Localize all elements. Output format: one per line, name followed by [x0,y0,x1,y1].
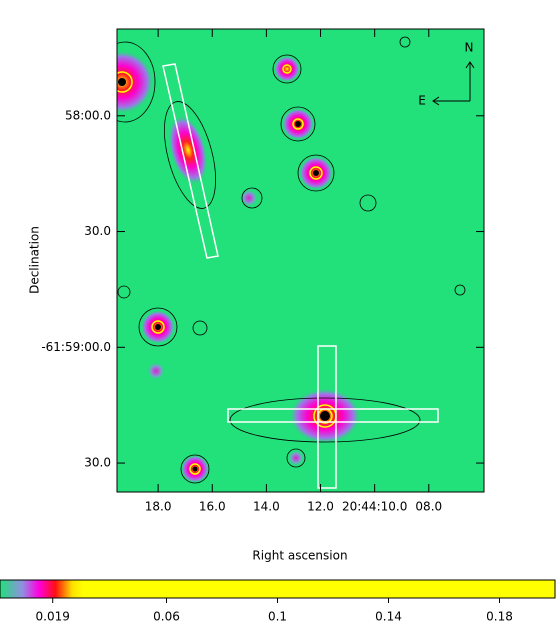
compass-east: E [418,94,426,108]
colorbar-tick-label: 0.06 [153,610,180,624]
colorbar-tick-label: 0.14 [375,610,402,624]
compass [432,61,475,106]
y-tick-label: 30.0 [84,224,111,238]
colorbar-tick-label: 0.019 [36,610,70,624]
colorbar-tick-label: 0.18 [486,610,513,624]
y-tick-label: 30.0 [84,456,111,470]
colorbar-tick-label: 0.1 [268,610,287,624]
y-tick-label: -61:59:00.0 [41,340,111,354]
x-tick-label: 08.0 [415,500,442,514]
compass-north: N [465,41,474,55]
y-tick-label: 58:00.0 [65,108,111,122]
y-axis-label: Declination [28,226,42,294]
x-tick-label: 18.0 [145,500,172,514]
x-tick-label: 14.0 [253,500,280,514]
colorbar [0,579,556,599]
sky-image [117,29,484,492]
plot-frame [116,28,485,493]
x-tick-label: 12.0 [307,500,334,514]
x-tick-label: 20:44:10.0 [342,500,407,514]
x-tick-label: 16.0 [199,500,226,514]
x-axis-label: Right ascension [252,549,347,563]
